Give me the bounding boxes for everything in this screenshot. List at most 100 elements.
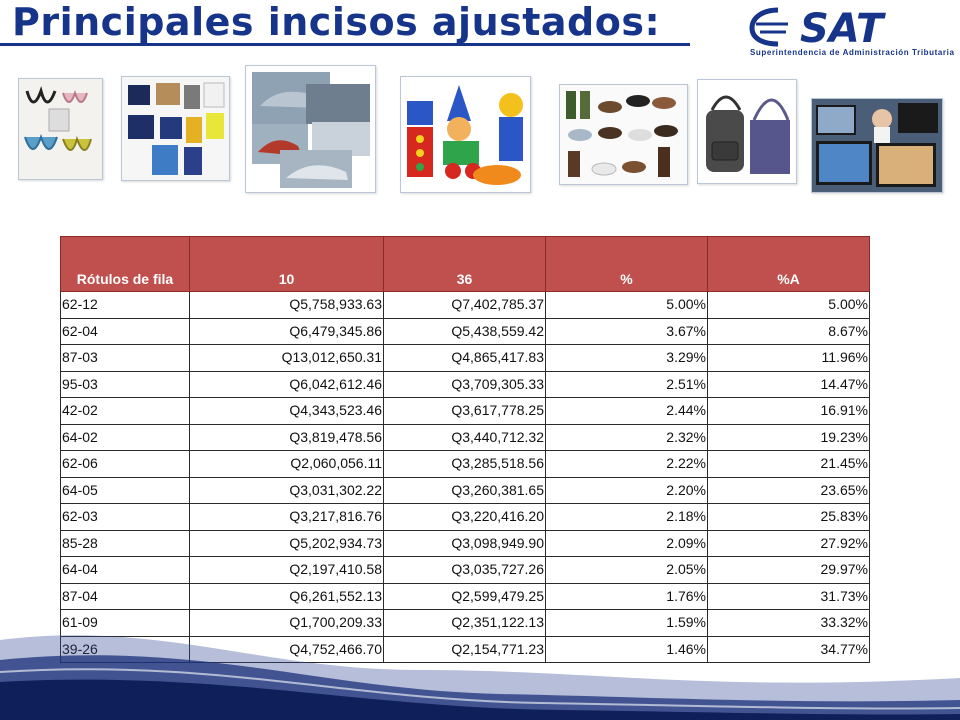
value-cell: Q3,260,381.65: [383, 476, 546, 504]
lingerie-image: [18, 78, 103, 180]
value-cell: Q1,700,209.33: [189, 609, 384, 637]
value-cell: 1.76%: [545, 582, 708, 610]
value-cell: 3.29%: [545, 344, 708, 372]
value-cell: 8.67%: [707, 317, 870, 345]
value-cell: Q6,479,345.86: [189, 317, 384, 345]
value-cell: 2.44%: [545, 397, 708, 425]
value-cell: Q7,402,785.37: [383, 291, 546, 319]
column-header-row-labels: Rótulos de fila: [60, 236, 190, 292]
value-cell: 27.92%: [707, 529, 870, 557]
value-cell: Q5,438,559.42: [383, 317, 546, 345]
value-cell: 25.83%: [707, 503, 870, 531]
value-cell: 3.67%: [545, 317, 708, 345]
title-underline: [0, 43, 690, 46]
column-header-36: 36: [383, 236, 546, 292]
table-row: 61-09 Q1,700,209.33 Q2,351,122.13 1.59% 33.3…: [60, 609, 870, 637]
value-cell: 16.91%: [707, 397, 870, 425]
value-cell: 19.23%: [707, 423, 870, 451]
value-cell: Q3,819,478.56: [189, 423, 384, 451]
row-label-cell: 62-03: [60, 503, 190, 531]
value-cell: 5.00%: [707, 291, 870, 319]
cars-image: [245, 65, 376, 193]
table-row: 64-04 Q2,197,410.58 Q3,035,727.26 2.05% 29.9…: [60, 556, 870, 584]
value-cell: 14.47%: [707, 370, 870, 398]
row-label-cell: 62-04: [60, 317, 190, 345]
table-row: 39-26 Q4,752,466.70 Q2,154,771.23 1.46% 34.7…: [60, 635, 870, 663]
value-cell: 1.46%: [545, 635, 708, 663]
row-label-cell: 95-03: [60, 370, 190, 398]
incisos-table: Rótulos de fila 10 36 % %A 62-12 Q5,758,9…: [60, 236, 870, 663]
value-cell: Q3,098,949.90: [383, 529, 546, 557]
table-row: 95-03 Q6,042,612.46 Q3,709,305.33 2.51% 14.4…: [60, 370, 870, 398]
logo-subtitle: Superintendencia de Administración Tribu…: [750, 48, 955, 57]
row-label-cell: 87-03: [60, 344, 190, 372]
table-row: 62-12 Q5,758,933.63 Q7,402,785.37 5.00% 5.00…: [60, 291, 870, 319]
table-row: 85-28 Q5,202,934.73 Q3,098,949.90 2.09% 27.9…: [60, 529, 870, 557]
value-cell: 21.45%: [707, 450, 870, 478]
table-row: 42-02 Q4,343,523.46 Q3,617,778.25 2.44% 16.9…: [60, 397, 870, 425]
value-cell: Q3,035,727.26: [383, 556, 546, 584]
table-row: 62-03 Q3,217,816.76 Q3,220,416.20 2.18% 25.8…: [60, 503, 870, 531]
value-cell: Q3,285,518.56: [383, 450, 546, 478]
value-cell: 23.65%: [707, 476, 870, 504]
row-label-cell: 62-12: [60, 291, 190, 319]
value-cell: Q6,042,612.46: [189, 370, 384, 398]
row-label-cell: 64-04: [60, 556, 190, 584]
value-cell: 29.97%: [707, 556, 870, 584]
bags-image: [697, 79, 797, 184]
column-header-10: 10: [189, 236, 384, 292]
value-cell: 2.18%: [545, 503, 708, 531]
value-cell: 34.77%: [707, 635, 870, 663]
value-cell: 5.00%: [545, 291, 708, 319]
value-cell: Q4,343,523.46: [189, 397, 384, 425]
row-label-cell: 42-02: [60, 397, 190, 425]
table-row: 62-06 Q2,060,056.11 Q3,285,518.56 2.22% 21.4…: [60, 450, 870, 478]
row-label-cell: 61-09: [60, 609, 190, 637]
toy-blocks-image: [400, 76, 531, 193]
table-row: 87-03 Q13,012,650.31 Q4,865,417.83 3.29% 11.…: [60, 344, 870, 372]
clothing-image: [121, 76, 230, 181]
table-header-row: Rótulos de fila 10 36 % %A: [60, 236, 870, 292]
table-row: 62-04 Q6,479,345.86 Q5,438,559.42 3.67% 8.67…: [60, 317, 870, 345]
tv-image: [811, 98, 943, 193]
value-cell: Q3,217,816.76: [189, 503, 384, 531]
value-cell: Q2,599,479.25: [383, 582, 546, 610]
value-cell: 11.96%: [707, 344, 870, 372]
value-cell: Q3,220,416.20: [383, 503, 546, 531]
value-cell: 31.73%: [707, 582, 870, 610]
value-cell: Q2,197,410.58: [189, 556, 384, 584]
table-row: 87-04 Q6,261,552.13 Q2,599,479.25 1.76% 31.7…: [60, 582, 870, 610]
value-cell: 33.32%: [707, 609, 870, 637]
value-cell: Q6,261,552.13: [189, 582, 384, 610]
value-cell: Q2,060,056.11: [189, 450, 384, 478]
table-row: 64-02 Q3,819,478.56 Q3,440,712.32 2.32% 19.2…: [60, 423, 870, 451]
value-cell: Q2,351,122.13: [383, 609, 546, 637]
value-cell: Q4,865,417.83: [383, 344, 546, 372]
value-cell: Q4,752,466.70: [189, 635, 384, 663]
row-label-cell: 62-06: [60, 450, 190, 478]
value-cell: 2.22%: [545, 450, 708, 478]
value-cell: Q3,709,305.33: [383, 370, 546, 398]
value-cell: Q13,012,650.31: [189, 344, 384, 372]
value-cell: Q3,440,712.32: [383, 423, 546, 451]
row-label-cell: 87-04: [60, 582, 190, 610]
value-cell: 2.09%: [545, 529, 708, 557]
value-cell: 1.59%: [545, 609, 708, 637]
row-label-cell: 64-05: [60, 476, 190, 504]
row-label-cell: 64-02: [60, 423, 190, 451]
table-row: 64-05 Q3,031,302.22 Q3,260,381.65 2.20% 23.6…: [60, 476, 870, 504]
slide-title: Principales incisos ajustados:: [12, 0, 661, 44]
row-label-cell: 85-28: [60, 529, 190, 557]
value-cell: 2.05%: [545, 556, 708, 584]
value-cell: Q2,154,771.23: [383, 635, 546, 663]
shoes-image: [559, 84, 688, 185]
value-cell: Q3,617,778.25: [383, 397, 546, 425]
value-cell: 2.32%: [545, 423, 708, 451]
value-cell: Q5,202,934.73: [189, 529, 384, 557]
logo-wordmark: SAT: [800, 6, 886, 52]
row-label-cell: 39-26: [60, 635, 190, 663]
value-cell: Q3,031,302.22: [189, 476, 384, 504]
column-header-percent: %: [545, 236, 708, 292]
column-header-cumulative-percent: %A: [707, 236, 870, 292]
value-cell: 2.51%: [545, 370, 708, 398]
